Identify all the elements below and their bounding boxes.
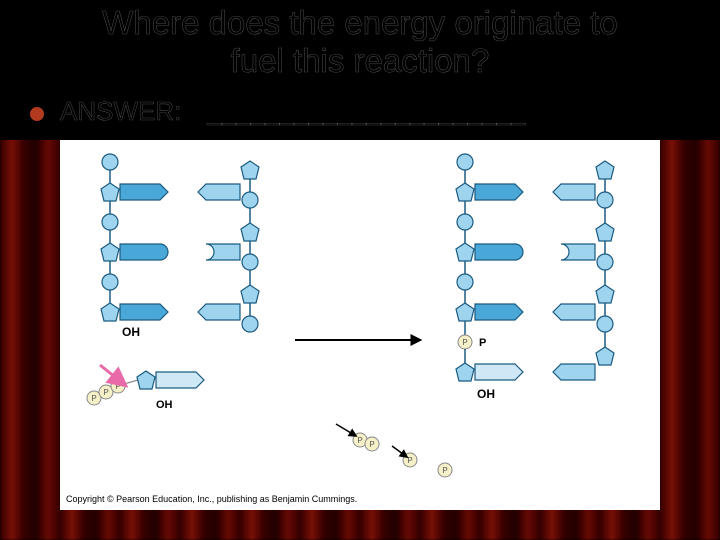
copyright-text: Copyright © Pearson Education, Inc., pub… (66, 494, 357, 504)
bullet-icon (30, 107, 44, 121)
svg-text:P: P (479, 337, 486, 349)
slide: Where does the energy originate to fuel … (0, 0, 720, 540)
answer-label: ANSWER: (60, 96, 181, 127)
svg-text:OH: OH (477, 387, 495, 401)
page-title: Where does the energy originate to fuel … (0, 4, 720, 79)
title-line-1: Where does the energy originate to (0, 4, 720, 42)
title-line-2: fuel this reaction? (0, 42, 720, 80)
dna-diagram-svg: P (60, 140, 660, 510)
svg-text:OH: OH (156, 399, 173, 411)
label-oh: OH (122, 325, 140, 339)
answer-blank: ______________________ (207, 96, 525, 127)
answer-row: ANSWER: ______________________ (30, 96, 700, 127)
diagram-panel: P (60, 140, 660, 510)
